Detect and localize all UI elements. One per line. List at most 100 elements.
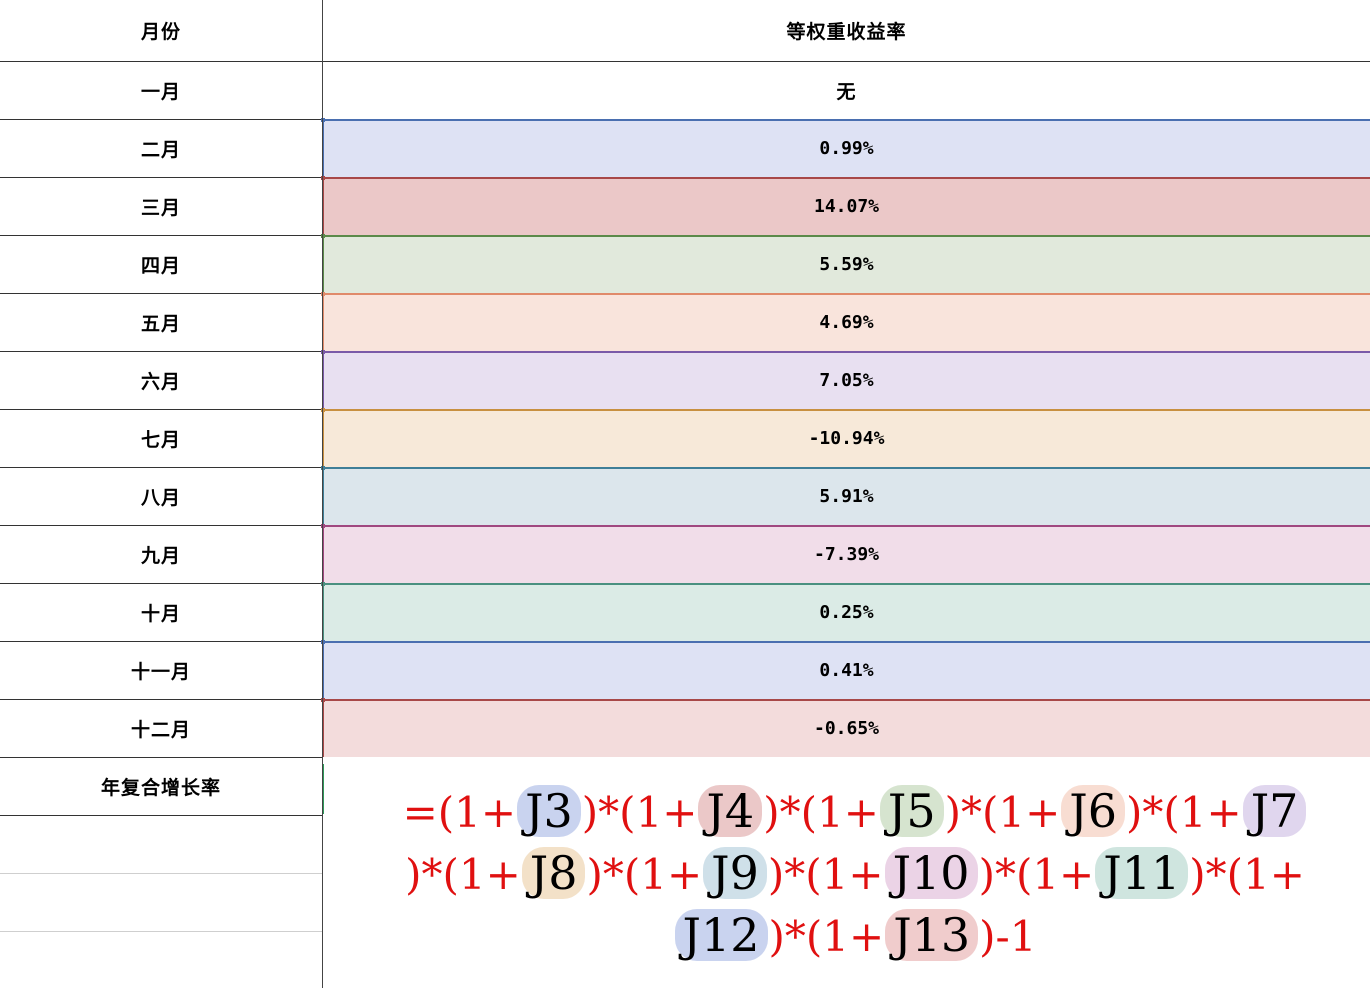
range-border [323, 119, 1370, 121]
formula-operator: )-1 [979, 912, 1037, 961]
month-cell[interactable]: 十一月 [130, 661, 191, 683]
return-cell[interactable]: 5.91% [323, 468, 1370, 525]
cell-ref-j12[interactable]: J12 [674, 909, 768, 961]
return-cell[interactable]: -7.39% [323, 526, 1370, 583]
table-row: 十一月 0.41% [0, 642, 1370, 699]
range-border [323, 699, 1370, 701]
row-divider [0, 525, 323, 526]
header-row: 月份 等权重收益率 [0, 0, 1370, 61]
formula-operator: )*(1+ [1126, 788, 1242, 837]
column-divider [322, 0, 323, 988]
range-border [323, 583, 1370, 585]
formula-operator: =(1+ [402, 788, 517, 837]
range-border [323, 409, 1370, 411]
cell-ref-j7[interactable]: J7 [1242, 785, 1307, 837]
month-cell[interactable]: 六月 [140, 371, 181, 393]
month-cell[interactable]: 四月 [140, 255, 181, 277]
row-divider [0, 409, 323, 410]
range-left-edge [322, 584, 324, 641]
table-row: 九月 -7.39% [0, 526, 1370, 583]
formula-operator: )*(1+ [767, 850, 884, 899]
table-row: 三月 14.07% [0, 178, 1370, 235]
formula-operator: )*(1+ [768, 912, 885, 961]
month-cell[interactable]: 十二月 [130, 719, 191, 741]
return-cell[interactable]: 4.69% [323, 294, 1370, 351]
cell-ref-j9[interactable]: J9 [703, 847, 767, 899]
range-border [323, 293, 1370, 295]
return-cell[interactable]: 14.07% [323, 178, 1370, 235]
formula-operator: )*(1+ [586, 850, 703, 899]
range-border [323, 351, 1370, 353]
table-row: 十二月 -0.65% [0, 700, 1370, 757]
cell-ref-j8[interactable]: J8 [521, 847, 586, 899]
formula-operator: )*(1+ [581, 788, 698, 837]
table-row: 七月 -10.94% [0, 410, 1370, 467]
range-left-edge [322, 700, 324, 757]
return-cell[interactable]: -10.94% [323, 410, 1370, 467]
header-month-cell[interactable]: 月份 [140, 21, 181, 43]
cagr-cell-marker [322, 764, 324, 814]
cell-ref-j5[interactable]: J5 [879, 785, 944, 837]
formula-operator: )*(1+ [1189, 850, 1305, 899]
row-divider [0, 641, 323, 642]
month-cell[interactable]: 九月 [140, 545, 181, 567]
return-cell[interactable]: 7.05% [323, 352, 1370, 409]
row-divider [0, 873, 323, 874]
row-divider [0, 699, 323, 700]
cell-ref-j11[interactable]: J11 [1095, 847, 1189, 899]
range-left-edge [322, 526, 324, 583]
range-left-edge [322, 294, 324, 351]
cell-ref-j10[interactable]: J10 [884, 847, 978, 899]
month-cell[interactable]: 一月 [140, 81, 181, 103]
row-divider [0, 61, 323, 62]
return-cell[interactable]: 0.41% [323, 642, 1370, 699]
return-cell[interactable]: 5.59% [323, 236, 1370, 293]
return-cell[interactable]: 无 [836, 81, 857, 103]
range-left-edge [322, 410, 324, 467]
range-left-edge [322, 178, 324, 235]
table-row: 二月 0.99% [0, 120, 1370, 177]
formula-editor[interactable]: =(1+ J3)*(1+ J4)*(1+ J5)*(1+ J6)*(1+ J7 )*(1+… [360, 782, 1350, 968]
return-cell[interactable]: 0.99% [323, 120, 1370, 177]
formula-operator: )*(1+ [978, 850, 1095, 899]
range-border [323, 177, 1370, 179]
cagr-row: 年复合增长率 [0, 758, 1370, 815]
return-cell[interactable]: -0.65% [323, 700, 1370, 757]
cell-ref-j4[interactable]: J4 [698, 785, 763, 837]
range-left-edge [322, 236, 324, 293]
cell-ref-j6[interactable]: J6 [1061, 785, 1126, 837]
month-cell[interactable]: 八月 [140, 487, 181, 509]
row-divider [323, 61, 1370, 62]
header-return-cell[interactable]: 等权重收益率 [786, 21, 907, 43]
row-divider [0, 119, 323, 120]
table-row: 十月 0.25% [0, 584, 1370, 641]
range-border [323, 467, 1370, 469]
row-divider [0, 351, 323, 352]
row-divider [0, 815, 323, 816]
range-left-edge [322, 642, 324, 699]
row-divider [0, 235, 323, 236]
formula-line-3: J12)*(1+ J13)-1 [360, 906, 1350, 968]
month-cell[interactable]: 十月 [140, 603, 181, 625]
return-cell[interactable]: 0.25% [323, 584, 1370, 641]
cagr-label-cell[interactable]: 年复合增长率 [100, 777, 221, 799]
range-border [323, 641, 1370, 643]
row-divider [0, 467, 323, 468]
month-cell[interactable]: 七月 [140, 429, 181, 451]
table-row: 五月 4.69% [0, 294, 1370, 351]
cell-ref-j3[interactable]: J3 [517, 785, 581, 837]
formula-operator: )*(1+ [763, 788, 879, 837]
table-row: 八月 5.91% [0, 468, 1370, 525]
month-cell[interactable]: 二月 [140, 139, 181, 161]
formula-operator: )*(1+ [405, 850, 521, 899]
month-cell[interactable]: 三月 [140, 197, 181, 219]
range-left-edge [322, 468, 324, 525]
formula-operator: )*(1+ [944, 788, 1061, 837]
cell-ref-j13[interactable]: J13 [885, 909, 979, 961]
month-cell[interactable]: 五月 [140, 313, 181, 335]
formula-line-2: )*(1+ J8)*(1+ J9)*(1+ J10)*(1+ J11)*(1+ [360, 844, 1350, 906]
table-row: 六月 7.05% [0, 352, 1370, 409]
formula-line-1: =(1+ J3)*(1+ J4)*(1+ J5)*(1+ J6)*(1+ J7 [360, 782, 1350, 844]
range-left-edge [322, 120, 324, 177]
